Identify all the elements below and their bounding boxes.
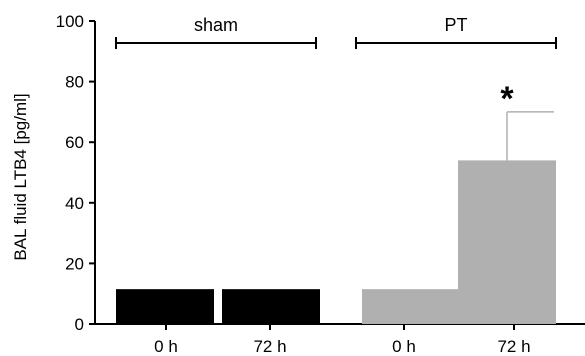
y-tick-label: 0 bbox=[75, 315, 84, 334]
y-tick-label: 60 bbox=[65, 133, 84, 152]
x-tick-label: 0 h bbox=[392, 337, 416, 356]
group-label: sham bbox=[194, 15, 238, 35]
x-tick-label: 0 h bbox=[154, 337, 178, 356]
significance-marker: * bbox=[500, 80, 514, 118]
y-tick-label: 100 bbox=[56, 12, 84, 31]
group-brackets: sham PT bbox=[115, 15, 557, 49]
bar bbox=[362, 289, 460, 324]
bar bbox=[116, 289, 214, 324]
x-tick-label: 72 h bbox=[253, 337, 286, 356]
group-label: PT bbox=[444, 15, 467, 35]
axes: 0 20 40 60 80 100 0 h 72 h 0 h 72 h bbox=[56, 12, 585, 356]
y-axis-label: BAL fluid LTB4 [pg/ml] bbox=[11, 93, 30, 260]
y-tick-label: 80 bbox=[65, 73, 84, 92]
bar bbox=[222, 289, 320, 324]
bar bbox=[458, 160, 556, 324]
y-tick-label: 40 bbox=[65, 194, 84, 213]
x-tick-label: 72 h bbox=[497, 337, 530, 356]
bars: * bbox=[116, 80, 556, 324]
y-tick-label: 20 bbox=[65, 254, 84, 273]
